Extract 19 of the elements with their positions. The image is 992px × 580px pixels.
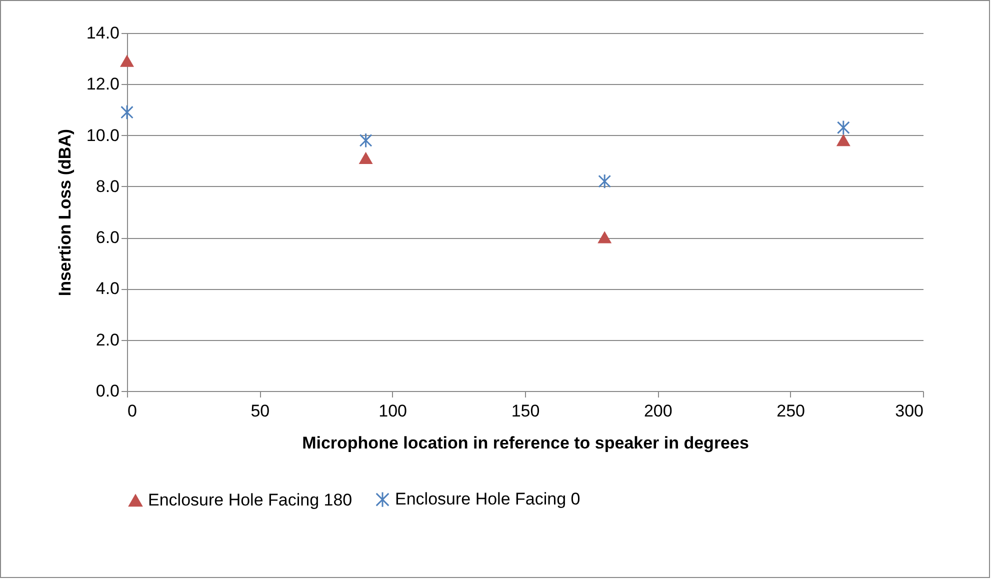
y-tick-label: 2.0 [96,330,120,350]
x-tick-label: 300 [895,402,924,420]
x-tick-label: 250 [776,402,806,420]
y-tick-label: 0.0 [96,382,120,400]
y-tick-label: 10.0 [86,126,120,145]
y-tick-label: 12.0 [86,74,120,94]
x-axis-title: Microphone location in reference to speaker in degrees [302,434,749,452]
legend-label: Enclosure Hole Facing 180 [148,490,352,510]
y-tick-label: 8.0 [96,176,120,196]
x-tick-label: 50 [250,402,270,420]
y-tick-label: 4.0 [96,279,120,298]
y-tick-label: 14.0 [86,24,120,42]
y-tick-label: 6.0 [96,228,120,248]
x-tick-label: 100 [378,402,408,420]
x-tick-label: 200 [644,402,672,420]
y-axis-title: Insertion Loss (dBA) [55,128,74,296]
legend-label: Enclosure Hole Facing 0 [395,490,580,509]
x-tick-label: 0 [128,402,137,420]
x-tick-label: 150 [511,402,540,420]
